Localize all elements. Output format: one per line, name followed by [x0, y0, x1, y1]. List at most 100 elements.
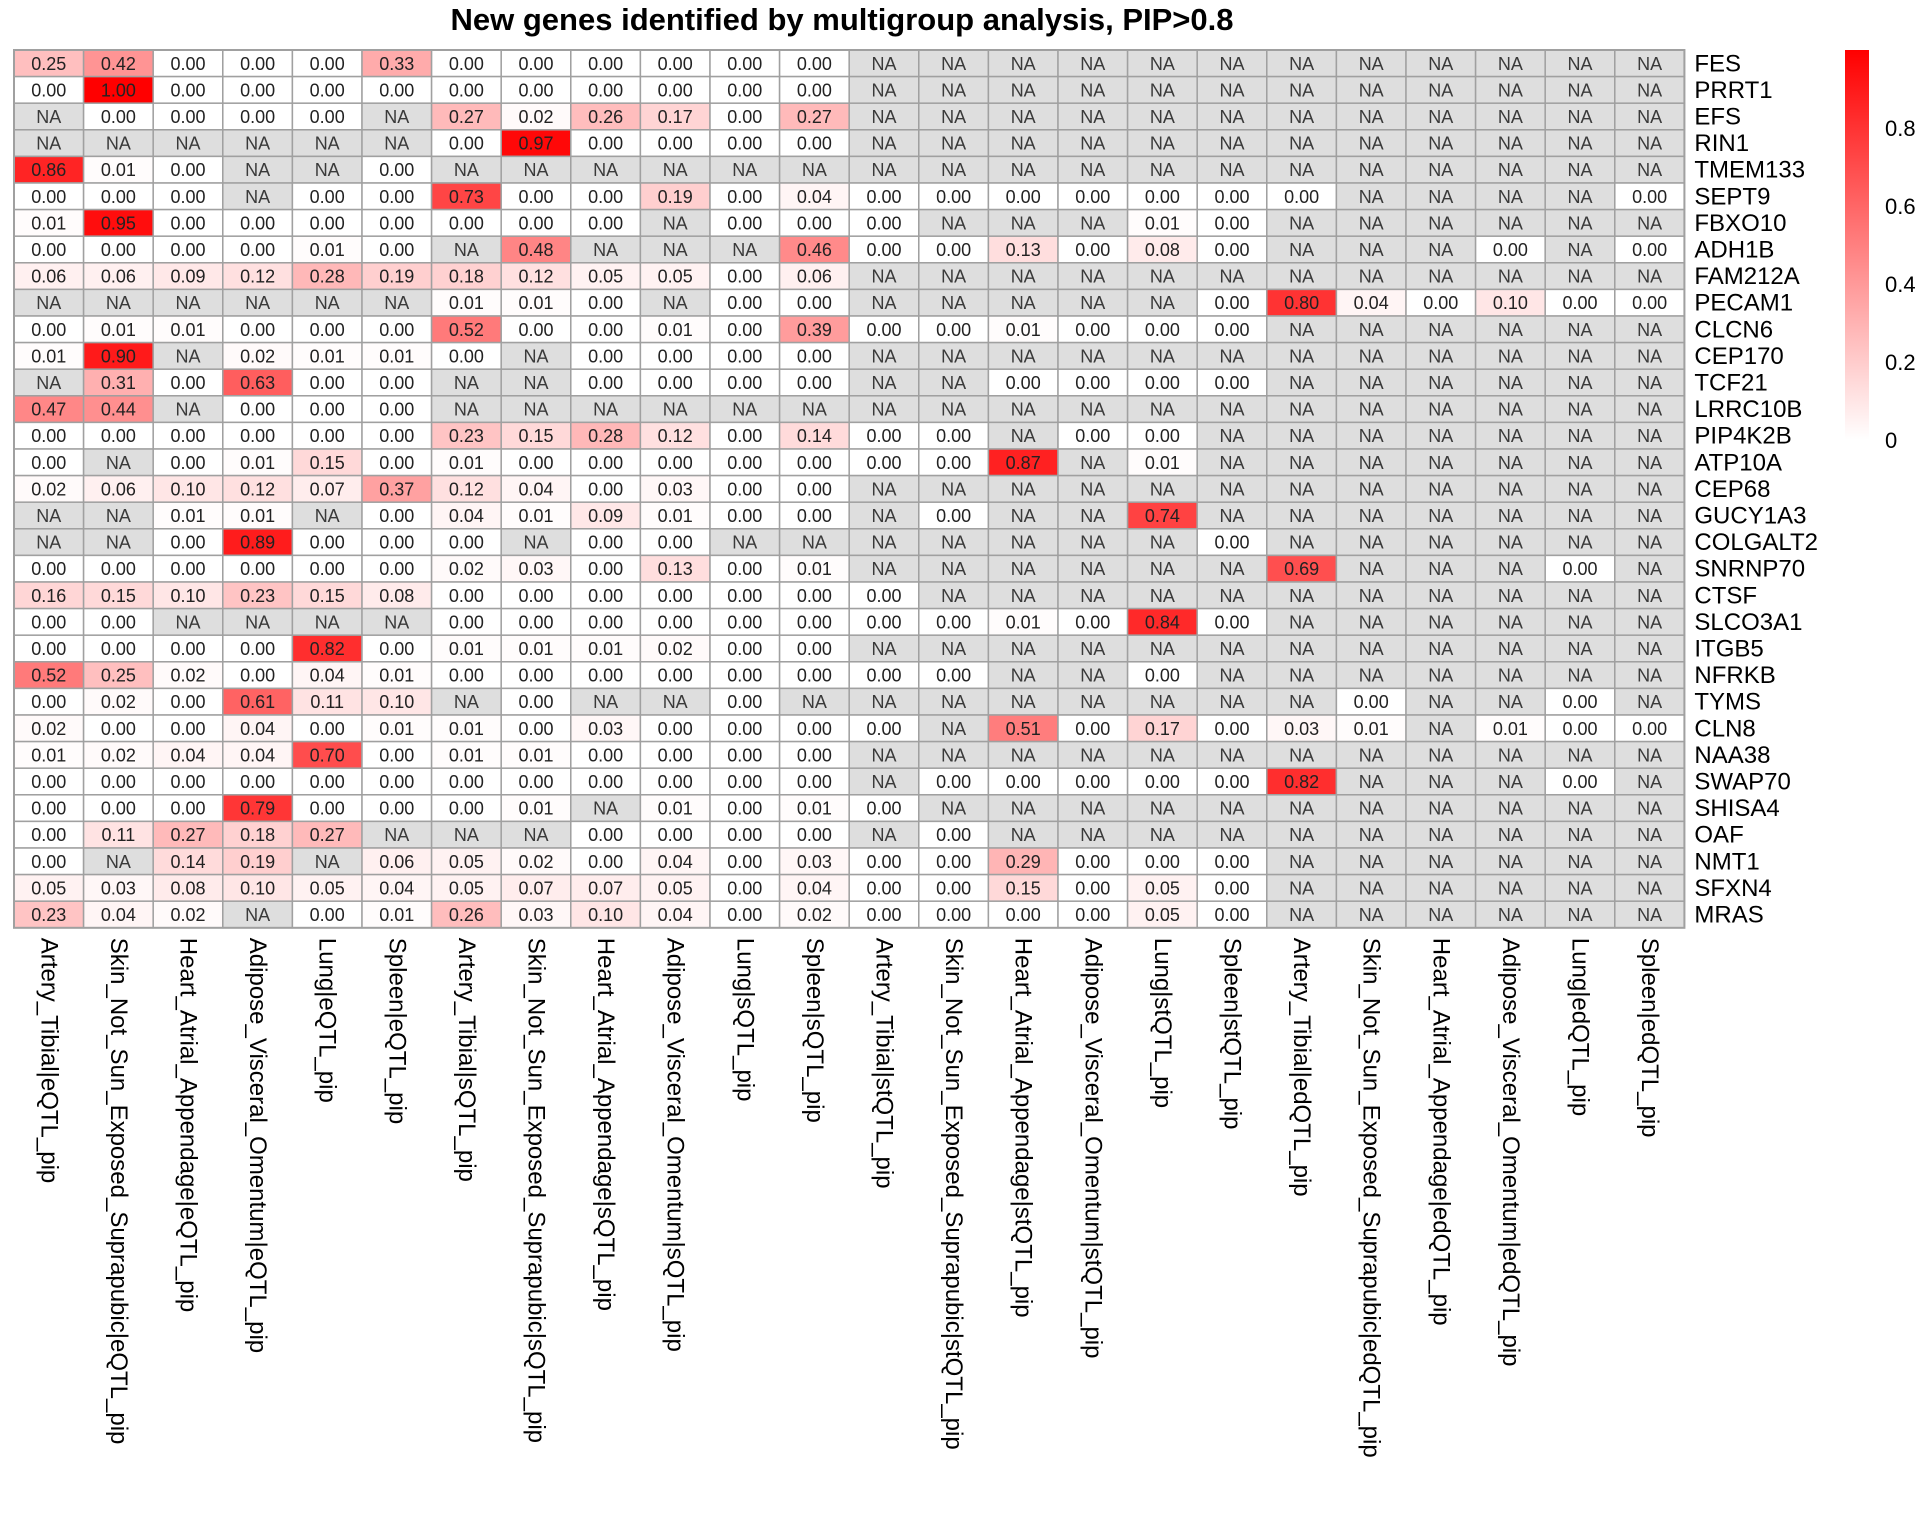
cell-value: NA [1567, 107, 1592, 127]
cell-value: 0.00 [379, 506, 414, 526]
cell-value: NA [1428, 666, 1453, 686]
heatmap-cell [1266, 634, 1338, 663]
row-label: PRRT1 [1694, 77, 1772, 104]
chart-title: New genes identified by multigroup analy… [451, 2, 1234, 37]
cell-value: NA [593, 799, 618, 819]
cell-value: 0.08 [379, 586, 414, 606]
heatmap-cell [291, 102, 363, 131]
cell-value: 0.00 [1632, 240, 1667, 260]
heatmap-cell [1196, 607, 1268, 636]
cell-value: NA [1080, 639, 1105, 659]
cell-value: 0.00 [1075, 240, 1110, 260]
cell-value: NA [871, 745, 896, 765]
cell-value: 0.00 [797, 134, 832, 154]
cell-value: 0.00 [1214, 905, 1249, 925]
cell-value: NA [941, 692, 966, 712]
cell-value: NA [941, 107, 966, 127]
cell-value: 0.02 [449, 559, 484, 579]
cell-value: NA [1637, 852, 1662, 872]
cell-value: NA [1359, 107, 1384, 127]
cell-value: 0.73 [449, 187, 484, 207]
heatmap-cell [291, 75, 363, 104]
cell-value: NA [1219, 267, 1244, 287]
cell-value: NA [1567, 453, 1592, 473]
cell-value: NA [1567, 825, 1592, 845]
cell-value: NA [1498, 54, 1523, 74]
heatmap-cell [222, 528, 294, 557]
cell-value: 0.00 [866, 878, 901, 898]
cell-value: 0.00 [1075, 426, 1110, 446]
heatmap-cell [1266, 102, 1338, 131]
cell-value: NA [1359, 187, 1384, 207]
cell-value: NA [1011, 160, 1036, 180]
column-label: Heart_Atrial_Appendage|sQTL_pip [592, 938, 619, 1311]
cell-value: NA [454, 160, 479, 180]
heatmap-cell [778, 182, 850, 211]
heatmap-cell [82, 395, 154, 424]
cell-value: NA [871, 692, 896, 712]
cell-value: 0.01 [379, 666, 414, 686]
cell-value: 0.00 [727, 852, 762, 872]
cell-value: 0.02 [170, 666, 205, 686]
cell-value: NA [1428, 346, 1453, 366]
cell-value: 0.00 [936, 852, 971, 872]
cell-value: NA [1080, 586, 1105, 606]
cell-value: 0.00 [658, 612, 693, 632]
heatmap-cell [1335, 288, 1407, 317]
cell-value: 0.00 [1562, 719, 1597, 739]
heatmap-cell [1335, 262, 1407, 291]
cell-value: NA [1567, 533, 1592, 553]
heatmap-cell [500, 341, 572, 370]
cell-value: NA [593, 160, 618, 180]
cell-value: 0.00 [1214, 533, 1249, 553]
cell-value: NA [1011, 533, 1036, 553]
cell-value: 0.00 [240, 80, 275, 100]
cell-value: NA [315, 506, 340, 526]
cell-value: NA [36, 293, 61, 313]
cell-value: NA [1289, 506, 1314, 526]
cell-value: 0.00 [449, 612, 484, 632]
heatmap-cell [1474, 474, 1546, 503]
cell-value: 0.51 [1006, 719, 1041, 739]
cell-value: NA [1080, 745, 1105, 765]
cell-value: 0.44 [101, 400, 136, 420]
cell-value: 0.03 [797, 852, 832, 872]
cell-value: 0.00 [727, 905, 762, 925]
heatmap-cell [500, 607, 572, 636]
cell-value: 0.15 [101, 586, 136, 606]
heatmap-cell [1405, 661, 1477, 690]
cell-value: 0.00 [1075, 772, 1110, 792]
cell-value: 0.00 [588, 745, 623, 765]
heatmap-cell [639, 49, 711, 78]
cell-value: 0.00 [379, 400, 414, 420]
heatmap-cell [1405, 607, 1477, 636]
cell-value: NA [1219, 400, 1244, 420]
heatmap-cell [430, 155, 502, 184]
cell-value: NA [1289, 267, 1314, 287]
heatmap-cell [361, 288, 433, 317]
cell-value: NA [1637, 666, 1662, 686]
cell-value: NA [1567, 54, 1592, 74]
heatmap-cell [1614, 368, 1686, 397]
cell-value: 0.00 [1214, 240, 1249, 260]
cell-value: NA [1289, 346, 1314, 366]
cell-value: NA [1428, 905, 1453, 925]
cell-value: NA [941, 799, 966, 819]
cell-value: 0.04 [379, 878, 414, 898]
cell-value: 0.01 [170, 320, 205, 340]
heatmap-cell [1614, 129, 1686, 158]
cell-value: 0.00 [240, 213, 275, 233]
cell-value: 0.37 [379, 479, 414, 499]
heatmap-cell [222, 208, 294, 237]
row-label: TYMS [1694, 689, 1761, 716]
cell-value: 0.00 [310, 54, 345, 74]
cell-value: 0.00 [31, 240, 66, 260]
cell-value: 0.10 [170, 586, 205, 606]
cell-value: NA [1359, 586, 1384, 606]
heatmap-cell [1405, 75, 1477, 104]
row-label: GUCY1A3 [1694, 503, 1806, 530]
cell-value: NA [663, 160, 688, 180]
cell-value: NA [1011, 267, 1036, 287]
cell-value: NA [1428, 639, 1453, 659]
cell-value: 0.00 [1284, 187, 1319, 207]
